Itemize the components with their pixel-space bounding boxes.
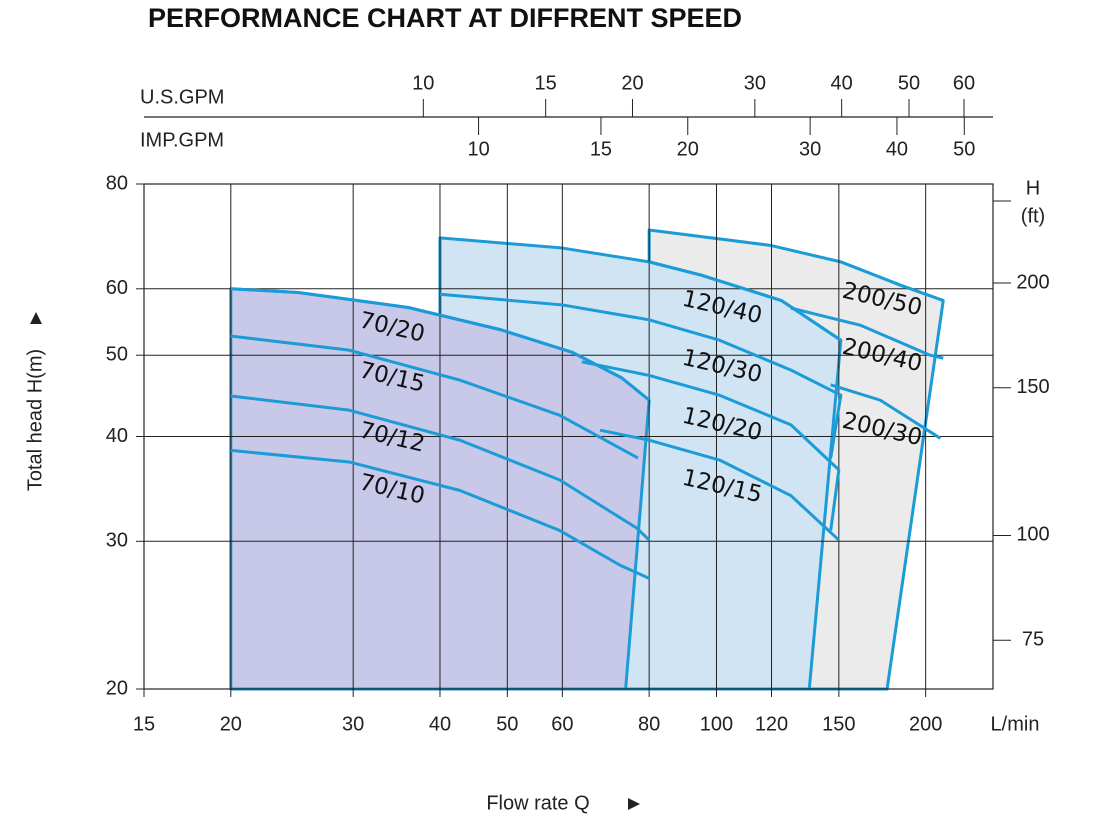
x2-tick-label: 30: [744, 72, 766, 94]
x3-tick-label: 50: [953, 138, 975, 160]
x2-tick-label: 50: [898, 72, 920, 94]
y2-tick-label: 200: [1016, 271, 1049, 293]
grid: [144, 184, 993, 689]
x2-tick-label: 15: [535, 72, 557, 94]
x-tick-label: 30: [342, 713, 364, 735]
y2-tick-label: 75: [1022, 629, 1044, 651]
x2-tick-label: 10: [412, 72, 434, 94]
x-axis-label: Flow rate Q: [486, 792, 589, 814]
x2-tick-label: 20: [621, 72, 643, 94]
x-tick-label: 60: [551, 713, 573, 735]
x-tick-label: 15: [133, 713, 155, 735]
y-tick-label: 80: [106, 172, 128, 194]
arrow: [628, 798, 640, 810]
x3-tick-label: 30: [799, 138, 821, 160]
curve: [230, 334, 639, 460]
x-tick-label: 150: [822, 713, 855, 735]
curve: [790, 306, 944, 360]
x2-axis-label: U.S.GPM: [140, 86, 224, 108]
curve: [599, 428, 840, 542]
curve: [840, 260, 944, 302]
curve: [230, 394, 651, 542]
y-tick-label: 40: [106, 425, 128, 447]
x-tick-label: 100: [700, 713, 733, 735]
curve: [230, 287, 651, 402]
curve: [230, 448, 650, 580]
y-tick-label: 50: [106, 343, 128, 365]
x-tick-label: 80: [638, 713, 660, 735]
chart-title: PERFORMANCE CHART AT DIFFRENT SPEED: [148, 3, 742, 33]
x3-tick-label: 10: [467, 138, 489, 160]
y-axis-label: Total head H(m): [24, 349, 46, 491]
y-tick-label: 60: [106, 277, 128, 299]
x3-tick-label: 40: [886, 138, 908, 160]
curve: [581, 360, 841, 531]
x3-axis-label: IMP.GPM: [140, 129, 224, 151]
axes: 15 20 30 40 50 60 80 100 120 150 20020304050608075…: [106, 72, 1050, 735]
x-unit: L/min: [991, 713, 1040, 735]
x2-tick-label: 60: [953, 72, 975, 94]
curve: [439, 292, 843, 459]
x-tick-label: 120: [755, 713, 788, 735]
curve: [648, 260, 842, 342]
x2-tick-label: 40: [831, 72, 853, 94]
y2-tick-label: 150: [1016, 376, 1049, 398]
x-tick-label: 200: [909, 713, 942, 735]
x3-tick-label: 15: [590, 138, 612, 160]
curve: [830, 383, 942, 440]
x3-tick-label: 20: [677, 138, 699, 160]
arrow: [30, 312, 42, 324]
x-tick-label: 50: [496, 713, 518, 735]
x-tick-label: 20: [220, 713, 242, 735]
y-tick-label: 30: [106, 530, 128, 552]
y2-axis-label: (ft): [1021, 205, 1045, 227]
y2-tick-label: 100: [1016, 524, 1049, 546]
y-tick-label: 20: [106, 677, 128, 699]
x-tick-label: 40: [429, 713, 451, 735]
y2-axis-label: H: [1026, 177, 1040, 199]
